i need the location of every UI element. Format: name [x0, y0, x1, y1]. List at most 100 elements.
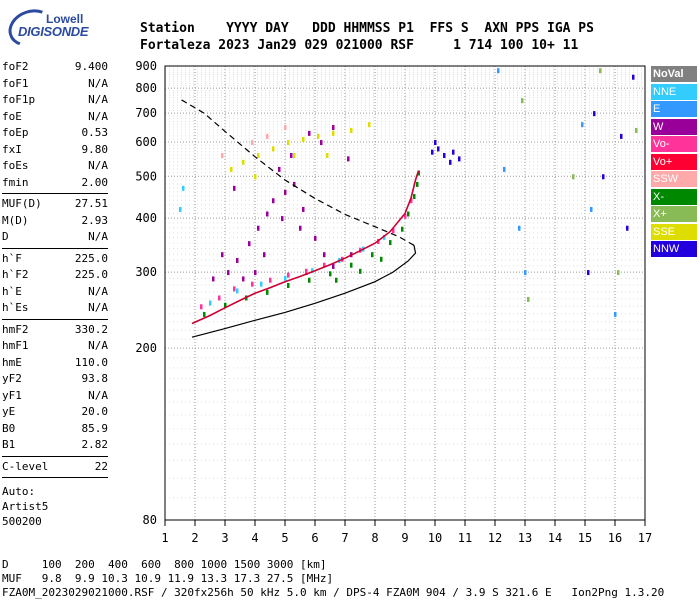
scatter-point-nnw: [449, 159, 452, 165]
scatter-point-w: [212, 276, 215, 282]
auto-label: Auto:: [2, 485, 36, 498]
param-name: foF1: [2, 76, 29, 90]
x-tick-label: 12: [488, 531, 502, 545]
param-value: N/A: [88, 388, 108, 402]
x-tick-label: 8: [371, 531, 378, 545]
header-values: Fortaleza 2023 Jan29 029 021000 RSF 1 71…: [140, 38, 579, 53]
scatter-point-sse: [332, 130, 335, 136]
scatter-point-nnw: [593, 111, 596, 117]
scatter-point-w: [290, 152, 293, 158]
scatter-point-w: [302, 206, 305, 212]
legend-item-x-: X-: [651, 188, 697, 205]
scatter-point-x-: [416, 181, 419, 187]
param-name: yE: [2, 405, 16, 418]
scatter-point-sse: [350, 127, 353, 133]
scatter-point-e: [518, 225, 521, 231]
y-tick-label: 80: [143, 513, 157, 527]
param-row: MUF(D) 27.51: [2, 196, 108, 213]
x-tick-label: 14: [548, 531, 562, 545]
param-name: foEs: [2, 159, 29, 172]
scatter-point-sse: [293, 152, 296, 158]
scatter-point-sse: [326, 152, 329, 158]
scatter-point-nne: [383, 234, 386, 240]
scatter-point-x-: [329, 271, 332, 277]
param-row: yE 20.0: [2, 404, 108, 421]
footer-distance-line: D 100 200 400 600 800 1000 1500 3000 [km…: [2, 558, 327, 571]
param-row: C-level 22: [2, 459, 108, 476]
param-name: D: [2, 230, 9, 243]
param-name: fmin: [2, 175, 29, 189]
scatter-point-x-: [572, 174, 575, 180]
scatter-point-x-: [401, 226, 404, 232]
param-name: C-level: [2, 459, 49, 473]
scatter-point-vo-: [287, 272, 290, 278]
scatter-point-x-: [266, 289, 269, 295]
param-value: N/A: [88, 301, 108, 314]
param-name: MUF(D): [2, 197, 42, 210]
y-tick-label: 800: [135, 81, 157, 95]
param-row: hmE 110.0: [2, 355, 108, 372]
legend-item-nnw: NNW: [651, 241, 697, 257]
param-name: foEp: [2, 126, 29, 139]
param-name: hmF2: [2, 322, 29, 336]
true-height-profile-dashed: [179, 98, 415, 246]
x-tick-label: 4: [251, 531, 258, 545]
scatter-point-w: [221, 252, 224, 258]
scatter-point-w: [323, 252, 326, 258]
legend-item-sse: SSE: [651, 223, 697, 240]
legend-item-noval: NoVal: [651, 66, 697, 82]
scatter-point-x-: [308, 277, 311, 283]
legend-item-vo-: Vo-: [651, 136, 697, 152]
param-value: 22: [94, 459, 108, 473]
param-name: foF1p: [2, 93, 36, 106]
x-tick-label: 9: [401, 531, 408, 545]
legend-item-w: W: [651, 118, 697, 135]
params-separator: [2, 318, 108, 320]
footer-muf-line: MUF 9.8 9.9 10.3 10.9 11.9 13.3 17.3 27.…: [2, 572, 334, 585]
scatter-point-w: [299, 225, 302, 231]
scatter-point-e: [614, 311, 617, 317]
param-row: hmF2 330.2: [2, 322, 108, 339]
param-row: hmF1 N/A: [2, 338, 108, 355]
scatter-point-x-: [617, 270, 620, 276]
param-row: foF1p N/A: [2, 92, 108, 109]
logo-line-1: Lowell: [46, 12, 84, 26]
scatter-point-w: [236, 257, 239, 263]
scatter-point-nnw: [434, 140, 437, 146]
param-row: foE N/A: [2, 109, 108, 126]
param-value: 85.9: [81, 421, 109, 435]
scatter-point-nnw: [632, 74, 635, 80]
y-tick-label: 400: [135, 211, 157, 225]
polarization-legend: NoVal NNE E W Vo- Vo+ SSW X- X+ SSE NNW: [651, 66, 697, 259]
param-name: fxI: [2, 142, 22, 156]
scatter-point-x-: [521, 98, 524, 104]
param-name: hmF1: [2, 339, 29, 352]
scatter-point-nnw: [587, 270, 590, 276]
scatter-point-w: [314, 235, 317, 241]
y-tick-label: 600: [135, 135, 157, 149]
scatter-point-sse: [317, 133, 320, 139]
scatter-point-w: [332, 263, 335, 269]
scatter-point-vo-: [200, 304, 203, 310]
legend-item-nne: NNE: [651, 83, 697, 100]
param-row: M(D) 2.93: [2, 213, 108, 230]
scatter-point-sse: [230, 166, 233, 172]
param-value: 330.2: [74, 322, 108, 336]
param-value: 2.00: [81, 175, 109, 189]
scatter-point-nnw: [452, 149, 455, 155]
scatter-point-vo-: [251, 281, 254, 287]
param-value: 27.51: [74, 197, 108, 210]
scatter-point-ssw: [251, 140, 254, 146]
y-tick-label: 500: [135, 169, 157, 183]
digisonde-logo: Lowell DIGISONDE: [3, 3, 124, 53]
scatter-point-ssw: [266, 133, 269, 139]
scatter-point-sse: [302, 136, 305, 142]
params-separator: [2, 247, 108, 249]
scatter-point-x-: [335, 277, 338, 283]
scatter-point-nnw: [626, 225, 629, 231]
param-name: foF2: [2, 60, 29, 73]
scatter-point-x-: [417, 170, 420, 176]
true-height-profile-solid: [191, 245, 417, 338]
scatter-point-nne: [179, 206, 182, 212]
scatter-point-vo-: [233, 286, 236, 292]
